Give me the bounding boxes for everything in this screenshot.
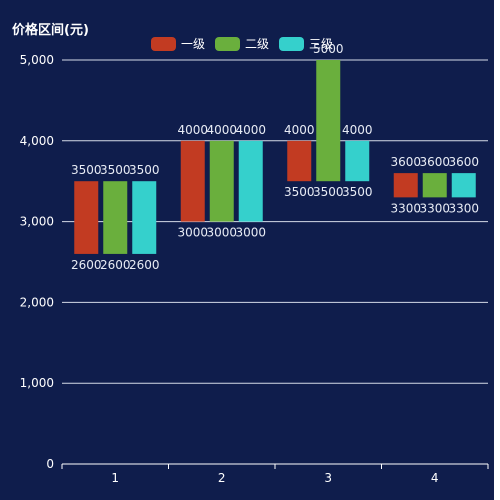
x-tick-label: 3 <box>324 471 332 485</box>
x-tick-label: 1 <box>111 471 119 485</box>
legend: 一级 二级 三级 <box>151 37 333 51</box>
bar <box>132 181 157 254</box>
y-axis-label: 价格区间(元) <box>12 22 89 38</box>
data-label-low: 3000 <box>177 226 208 240</box>
bar <box>345 140 370 182</box>
data-label-low: 2600 <box>71 258 102 272</box>
data-label-high: 3600 <box>448 155 479 169</box>
data-label-low: 2600 <box>100 258 131 272</box>
y-tick-label: 3,000 <box>20 215 54 229</box>
data-labels: 3500 2600 3500 2600 3500 2600 4000 3000 4000 3000… <box>71 42 479 272</box>
data-label-high: 3600 <box>390 155 421 169</box>
data-label-low: 2600 <box>129 258 160 272</box>
data-label-high: 3500 <box>71 163 102 177</box>
y-axis: 0 1,000 2,000 3,000 4,000 5,000 <box>20 53 54 471</box>
data-label-high: 4000 <box>177 123 208 137</box>
bar <box>209 140 234 222</box>
x-axis: 1 2 3 4 <box>61 463 489 485</box>
bar <box>287 140 312 182</box>
legend-swatch <box>279 37 304 51</box>
bar <box>451 173 476 198</box>
bars <box>74 60 476 254</box>
y-tick-label: 5,000 <box>20 53 54 67</box>
data-label-high: 5000 <box>313 42 344 56</box>
bar <box>74 181 99 254</box>
legend-swatch <box>151 37 176 51</box>
x-tick-label: 2 <box>218 471 226 485</box>
data-label-high: 3600 <box>419 155 450 169</box>
bar <box>422 173 447 198</box>
data-label-low: 3000 <box>235 226 266 240</box>
data-label-low: 3500 <box>284 185 315 199</box>
legend-label: 一级 <box>181 37 205 51</box>
y-tick-label: 1,000 <box>20 376 54 390</box>
bar <box>393 173 418 198</box>
legend-label: 二级 <box>245 37 269 51</box>
legend-label: 三级 <box>309 37 333 51</box>
data-label-low: 3300 <box>419 201 450 215</box>
bar <box>238 140 263 222</box>
bar <box>103 181 128 254</box>
x-tick-label: 4 <box>431 471 439 485</box>
data-label-high: 4000 <box>342 123 373 137</box>
y-tick-label: 0 <box>46 457 54 471</box>
data-label-low: 3300 <box>448 201 479 215</box>
y-tick-label: 2,000 <box>20 295 54 309</box>
y-tick-label: 4,000 <box>20 134 54 148</box>
bar <box>180 140 205 222</box>
data-label-high: 4000 <box>206 123 237 137</box>
data-label-low: 3500 <box>313 185 344 199</box>
legend-swatch <box>215 37 240 51</box>
data-label-low: 3300 <box>390 201 421 215</box>
data-label-low: 3500 <box>342 185 373 199</box>
data-label-high: 3500 <box>129 163 160 177</box>
data-label-low: 3000 <box>206 226 237 240</box>
data-label-high: 3500 <box>100 163 131 177</box>
data-label-high: 4000 <box>235 123 266 137</box>
data-label-high: 4000 <box>284 123 315 137</box>
bar <box>316 60 341 182</box>
